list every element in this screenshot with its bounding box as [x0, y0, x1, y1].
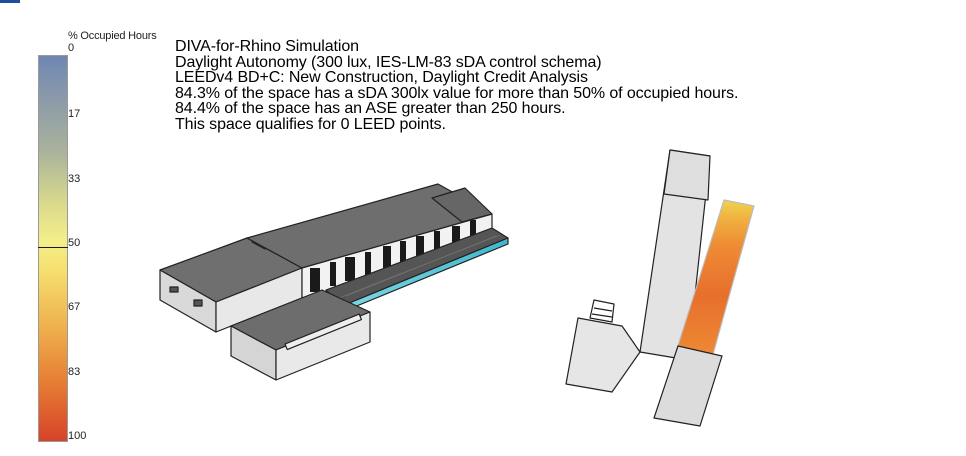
tick-label: 33: [68, 173, 81, 185]
summary-line: This space qualifies for 0 LEED points.: [175, 115, 446, 133]
tick-label: 83: [68, 366, 81, 378]
summary-line: DIVA-for-Rhino Simulation: [175, 38, 359, 55]
threshold-marker: [38, 247, 68, 248]
summary-line: 84.3% of the space has a sDA 300lx value…: [175, 84, 739, 102]
building-plan-view: [565, 149, 755, 427]
tick-label: 17: [68, 108, 81, 120]
tick-label: 67: [68, 301, 81, 313]
simulation-summary: DIVA-for-Rhino Simulation Daylight Auton…: [175, 39, 738, 133]
tick-label: 0: [68, 42, 75, 54]
summary-line: Daylight Autonomy (300 lux, IES-LM-83 sD…: [175, 53, 602, 71]
tick-label: 50: [68, 237, 81, 249]
summary-line: LEEDv4 BD+C: New Construction, Daylight …: [175, 69, 588, 87]
legend-title: % Occupied Hours: [68, 30, 157, 42]
summary-line: 84.4% of the space has an ASE greater th…: [175, 100, 566, 118]
corner-mark: [0, 0, 20, 3]
tick-label: 100: [68, 430, 87, 442]
building-perspective-view: [159, 183, 509, 381]
color-scale-bar: [38, 55, 68, 442]
